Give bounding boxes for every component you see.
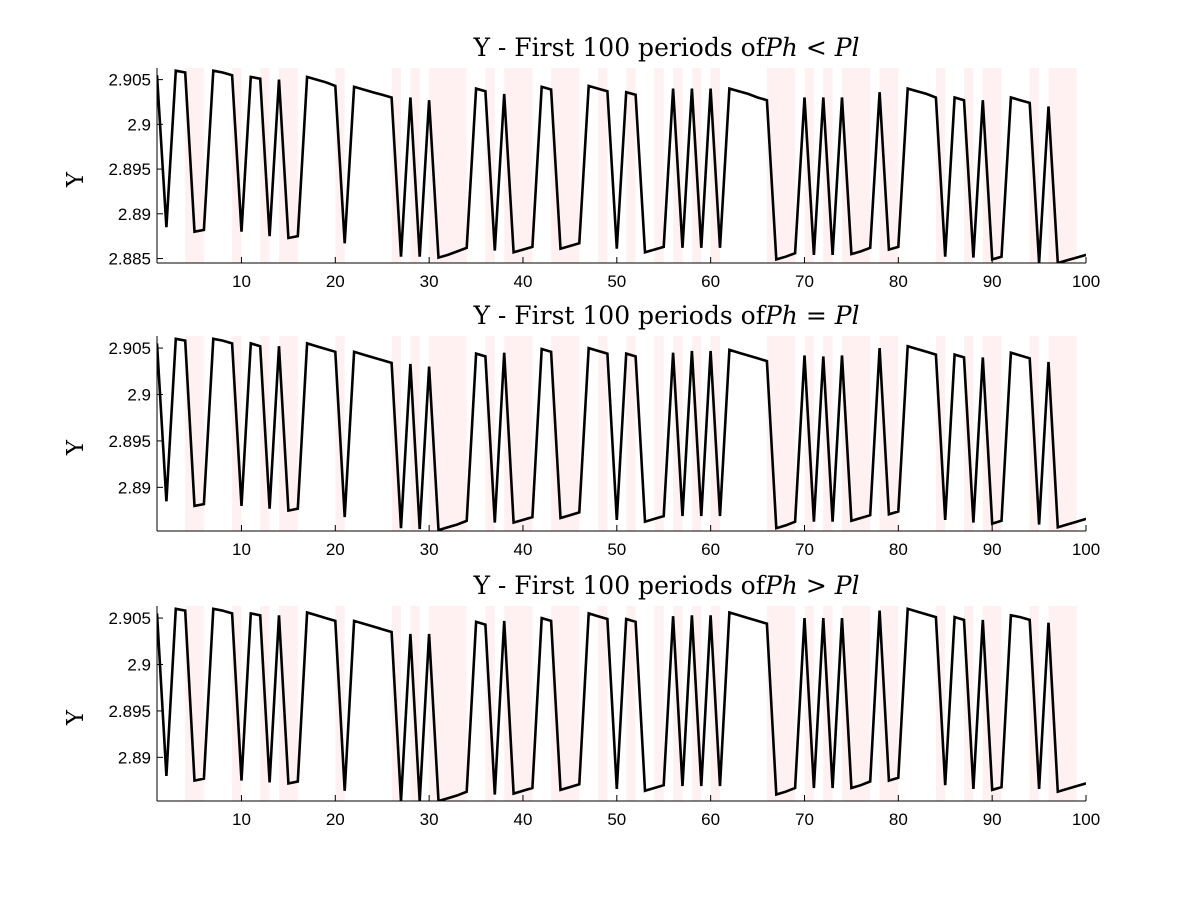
shaded-period — [278, 606, 298, 801]
shaded-period — [429, 336, 467, 531]
y-tick-label: 2.905 — [108, 71, 151, 90]
chart-title: Y - First 100 periods ofPh = Pl — [472, 301, 859, 330]
y-tick-label: 2.895 — [108, 702, 151, 721]
y-axis-label: Y — [63, 439, 89, 456]
shaded-period — [654, 336, 664, 531]
shaded-period — [626, 606, 636, 801]
series-line — [157, 337, 1086, 531]
shaded-period — [598, 606, 608, 801]
x-tick-label: 90 — [983, 540, 1002, 559]
x-tick-label: 20 — [326, 272, 345, 291]
shaded-period — [185, 68, 204, 263]
shaded-period — [185, 606, 204, 801]
x-tick-label: 60 — [701, 810, 720, 829]
shaded-period — [598, 68, 608, 263]
series-line — [157, 69, 1086, 263]
panel-3: 10 20 30 40 50 60 70 80 90 100 2.89 2.895 2.9 2.905 Y Y… — [63, 571, 1100, 829]
x-tick-label: 40 — [514, 540, 533, 559]
shaded-period — [879, 336, 899, 531]
chart-title-math: Ph < Pl — [764, 33, 860, 62]
series-line — [157, 607, 1086, 801]
x-tick-label: 80 — [889, 810, 908, 829]
x-tick-label: 60 — [701, 540, 720, 559]
x-tick-label: 20 — [326, 810, 345, 829]
shaded-period — [982, 68, 1002, 263]
shaded-period — [598, 336, 608, 531]
y-tick-label: 2.9 — [127, 386, 151, 405]
x-tick-label: 50 — [607, 810, 626, 829]
y-tick-label: 2.905 — [108, 339, 151, 358]
x-tick-label: 100 — [1072, 272, 1100, 291]
x-tick-label: 90 — [983, 810, 1002, 829]
y-tick-label: 2.89 — [118, 205, 151, 224]
chart-title: Y - First 100 periods ofPh < Pl — [472, 33, 859, 62]
shaded-period — [982, 336, 1002, 531]
shaded-period — [185, 336, 204, 531]
chart-title-text: Y - First 100 periods of — [472, 33, 766, 62]
x-tick-label: 70 — [795, 272, 814, 291]
x-tick-label: 30 — [420, 810, 439, 829]
x-tick-label: 10 — [232, 272, 251, 291]
y-tick-label: 2.89 — [118, 748, 151, 767]
y-tick-label: 2.905 — [108, 609, 151, 628]
x-tick-label: 10 — [232, 810, 251, 829]
x-tick-label: 30 — [420, 272, 439, 291]
shaded-period — [982, 606, 1002, 801]
y-axis-label: Y — [63, 709, 89, 726]
chart-title-text: Y - First 100 periods of — [472, 571, 766, 600]
x-tick-label: 70 — [795, 540, 814, 559]
y-tick-label: 2.9 — [127, 656, 151, 675]
y-tick-label: 2.9 — [127, 115, 151, 134]
shaded-period — [429, 68, 467, 263]
x-tick-label: 30 — [420, 540, 439, 559]
shaded-period — [879, 606, 899, 801]
x-tick-label: 100 — [1072, 810, 1100, 829]
chart-title-text: Y - First 100 periods of — [472, 301, 766, 330]
x-tick-label: 10 — [232, 540, 251, 559]
shaded-period — [429, 606, 467, 801]
x-tick-label: 90 — [983, 272, 1002, 291]
y-axis-label: Y — [63, 171, 89, 188]
shaded-period — [879, 68, 899, 263]
panel-2: 10 20 30 40 50 60 70 80 90 100 2.89 2.895 2.9 2.905 Y Y… — [63, 301, 1100, 559]
x-tick-label: 70 — [795, 810, 814, 829]
shaded-period — [654, 606, 664, 801]
x-tick-label: 40 — [514, 272, 533, 291]
y-tick-label: 2.885 — [108, 250, 151, 269]
x-tick-label: 50 — [607, 540, 626, 559]
shaded-period — [278, 68, 298, 263]
shaded-period — [654, 68, 664, 263]
x-tick-label: 60 — [701, 272, 720, 291]
y-tick-label: 2.895 — [108, 432, 151, 451]
x-tick-label: 80 — [889, 272, 908, 291]
shaded-period — [278, 336, 298, 531]
x-tick-label: 40 — [514, 810, 533, 829]
chart-title: Y - First 100 periods ofPh > Pl — [472, 571, 859, 600]
chart-title-math: Ph > Pl — [764, 571, 860, 600]
x-tick-label: 50 — [607, 272, 626, 291]
x-tick-label: 80 — [889, 540, 908, 559]
y-tick-label: 2.89 — [118, 478, 151, 497]
chart-title-math: Ph = Pl — [764, 301, 860, 330]
shaded-period — [626, 336, 636, 531]
x-tick-label: 100 — [1072, 540, 1100, 559]
y-tick-label: 2.895 — [108, 160, 151, 179]
shaded-period — [626, 68, 636, 263]
panel-1: 10 20 30 40 50 60 70 80 90 100 2.885 2.89 2.895 2.9 2.… — [63, 33, 1100, 291]
x-tick-label: 20 — [326, 540, 345, 559]
